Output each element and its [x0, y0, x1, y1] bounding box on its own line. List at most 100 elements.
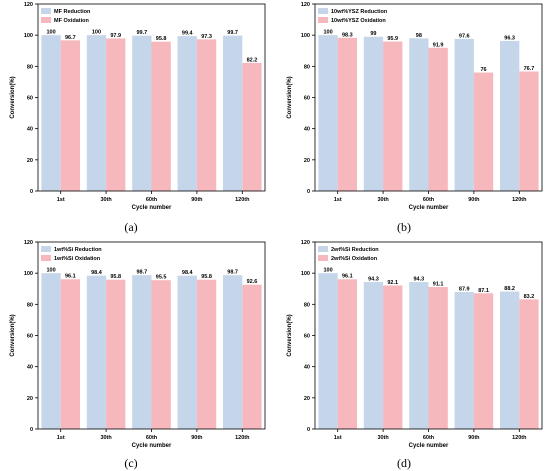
bar-reduction-30th: [86, 35, 107, 191]
y-tick-label: 120: [24, 240, 33, 246]
y-tick-label: 120: [301, 240, 310, 246]
data-label-oxidation-1st: 96.1: [342, 274, 353, 280]
bar-reduction-60th: [132, 275, 152, 429]
bar-oxidation-30th: [383, 41, 403, 191]
legend-swatch-reduction: [318, 8, 328, 14]
bar-reduction-90th: [177, 36, 197, 191]
bar-reduction-120th: [223, 35, 243, 191]
data-label-reduction-120th: 98.7: [227, 270, 238, 276]
legend-swatch-oxidation: [318, 255, 328, 261]
chart-panel-b: 100 99 98 97.6 96.3 98.3 95.9 91.9 76 76.7 0 20 40 60…: [277, 0, 547, 215]
y-axis-title: Conversion(%): [287, 76, 293, 118]
data-label-oxidation-120th: 92.6: [247, 279, 258, 285]
legend-label-reduction: 10wt%YSZ Reduction: [331, 9, 388, 15]
y-tick-label: 20: [27, 158, 33, 164]
y-tick-label: 0: [307, 189, 310, 195]
bar-oxidation-1st: [337, 279, 357, 429]
bar-oxidation-120th: [519, 299, 539, 429]
data-label-oxidation-90th: 95.8: [201, 274, 212, 280]
x-tick-label-60th: 60th: [423, 197, 435, 203]
y-tick-label: 60: [27, 334, 33, 340]
y-tick-label: 40: [304, 365, 310, 371]
data-label-oxidation-120th: 82.2: [247, 57, 258, 63]
y-tick-label: 100: [24, 271, 33, 277]
y-tick-label: 80: [304, 302, 310, 308]
bar-reduction-1st: [318, 35, 338, 191]
bar-reduction-90th: [454, 292, 474, 429]
chart-a-svg: 100 100 99.7 99.4 99.7 96.7 97.9 95.8 97.3 82.2 0 2…: [10, 2, 266, 211]
data-label-reduction-120th: 99.7: [227, 30, 238, 36]
y-tick-label: 0: [307, 427, 310, 433]
y-tick-label: 120: [24, 2, 33, 8]
data-label-reduction-120th: 88.2: [504, 286, 515, 292]
x-tick-label-30th: 30th: [377, 435, 389, 441]
x-axis-title: Cycle number: [132, 205, 172, 211]
y-tick-label: 100: [301, 271, 310, 277]
legend-label-oxidation: 10wt%YSZ Oxidation: [331, 18, 386, 24]
data-label-oxidation-90th: 87.1: [478, 288, 489, 294]
x-tick-label-120th: 120th: [512, 435, 527, 441]
data-label-reduction-60th: 94.3: [413, 277, 424, 283]
legend-swatch-reduction: [41, 8, 51, 14]
bar-reduction-60th: [409, 38, 429, 192]
bar-reduction-120th: [223, 275, 243, 429]
bar-oxidation-60th: [428, 287, 448, 429]
data-label-reduction-60th: 98: [416, 33, 422, 39]
y-tick-label: 100: [301, 33, 310, 39]
bar-oxidation-30th: [106, 279, 126, 429]
bar-oxidation-90th: [196, 39, 217, 191]
data-label-oxidation-120th: 76.7: [524, 66, 535, 72]
legend-swatch-reduction: [41, 246, 51, 252]
bar-oxidation-120th: [519, 71, 539, 191]
bar-oxidation-60th: [151, 280, 171, 429]
y-tick-label: 80: [27, 302, 33, 308]
data-label-oxidation-120th: 83.2: [524, 294, 535, 300]
y-axis-title: Conversion(%): [10, 76, 16, 118]
panel-caption-b: (b): [397, 220, 411, 234]
data-label-oxidation-1st: 96.7: [65, 35, 76, 41]
bar-reduction-90th: [177, 275, 197, 429]
data-label-reduction-120th: 96.3: [504, 35, 515, 41]
data-label-reduction-90th: 97.6: [459, 33, 470, 39]
x-tick-label-90th: 90th: [468, 197, 480, 203]
bar-oxidation-90th: [196, 279, 217, 429]
x-tick-label-1st: 1st: [334, 435, 342, 441]
panel-caption-d: (d): [397, 456, 411, 470]
bar-reduction-90th: [454, 38, 474, 192]
x-tick-label-90th: 90th: [191, 197, 203, 203]
data-label-reduction-30th: 94.3: [368, 277, 379, 283]
data-label-oxidation-60th: 91.9: [433, 42, 444, 48]
bar-reduction-60th: [409, 282, 429, 429]
legend-label-reduction: MF Reduction: [54, 9, 91, 15]
chart-panel-c: 100 98.4 98.7 98.4 98.7 96.1 95.8 95.5 95.8 92.6 0…: [0, 238, 270, 453]
data-label-oxidation-60th: 91.1: [433, 282, 444, 288]
bar-oxidation-60th: [428, 47, 448, 191]
y-axis-title: Conversion(%): [10, 314, 16, 356]
legend-label-oxidation: 1wt%Si Oxidation: [54, 256, 101, 262]
x-tick-label-120th: 120th: [512, 197, 527, 203]
bar-reduction-30th: [363, 36, 384, 191]
data-label-oxidation-30th: 92.1: [387, 280, 398, 286]
x-tick-label-90th: 90th: [191, 435, 203, 441]
y-tick-label: 20: [304, 158, 310, 164]
x-axis-title: Cycle number: [132, 443, 172, 449]
legend-swatch-reduction: [318, 246, 328, 252]
legend-swatch-oxidation: [41, 255, 51, 261]
data-label-oxidation-90th: 97.3: [201, 34, 212, 40]
bar-reduction-1st: [318, 273, 338, 429]
bar-oxidation-120th: [242, 284, 262, 429]
data-label-oxidation-30th: 97.9: [110, 33, 121, 39]
data-label-reduction-90th: 98.4: [182, 270, 194, 276]
data-label-reduction-30th: 98.4: [91, 270, 103, 276]
x-tick-label-60th: 60th: [146, 197, 158, 203]
data-label-oxidation-1st: 96.1: [65, 274, 76, 280]
data-label-reduction-60th: 99.7: [136, 30, 147, 36]
data-label-reduction-60th: 98.7: [136, 270, 147, 276]
legend-label-oxidation: MF Oxidation: [54, 18, 89, 24]
y-axis-title: Conversion(%): [287, 314, 293, 356]
data-label-oxidation-60th: 95.8: [156, 36, 167, 42]
bar-oxidation-1st: [337, 37, 357, 192]
bar-oxidation-60th: [151, 41, 171, 191]
chart-b-svg: 100 99 98 97.6 96.3 98.3 95.9 91.9 76 76.7 0 20 40 60…: [287, 2, 543, 211]
data-label-oxidation-1st: 98.3: [342, 32, 353, 38]
